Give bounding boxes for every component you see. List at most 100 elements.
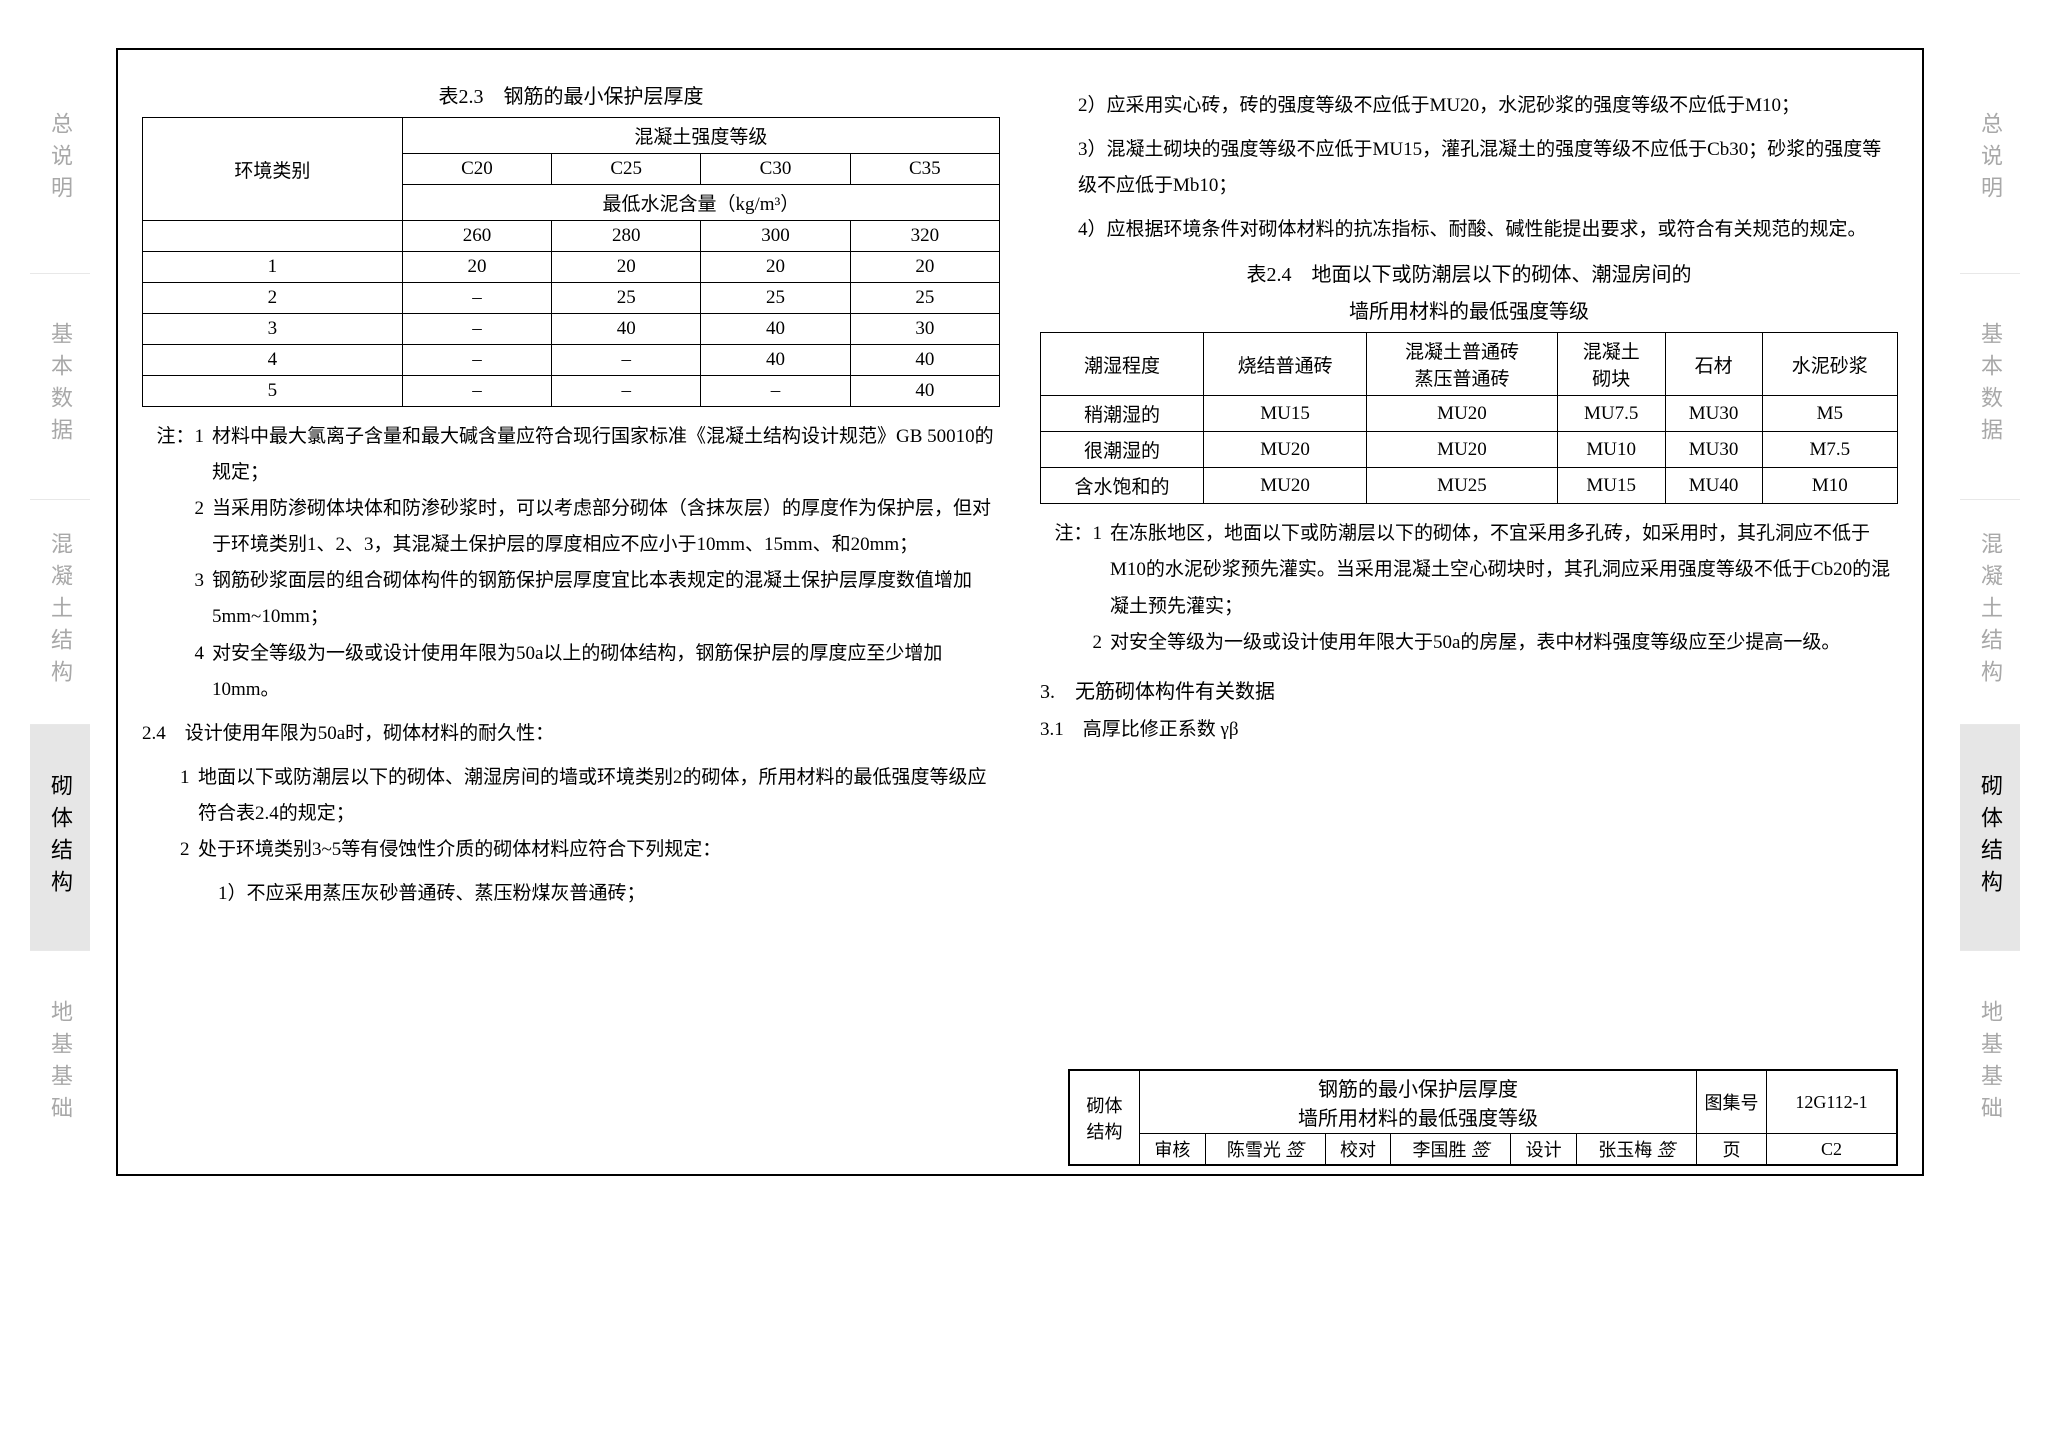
table-cell: 含水饱和的 [1041,468,1204,504]
table-cell: 25 [552,283,701,314]
header-grade: 混凝土强度等级 [402,118,999,154]
note-text: 对安全等级为一级或设计使用年限为50a以上的砌体结构，钢筋保护层的厚度应至少增加… [212,636,1000,708]
cement-0: 260 [402,221,551,252]
approve-label: 审核 [1140,1134,1206,1165]
note-label: 注：1 [1040,516,1110,624]
check-label: 校对 [1325,1134,1391,1165]
table-cell: 30 [850,314,999,345]
note-label: 3 [142,563,212,635]
item-text: 处于环境类别3~5等有侵蚀性介质的砌体材料应符合下列规定： [198,832,1000,868]
table-cell: MU15 [1557,468,1665,504]
table-cell: MU25 [1367,468,1558,504]
table-cell: 20 [850,252,999,283]
note-text: 材料中最大氯离子含量和最大碱含量应符合现行国家标准《混凝土结构设计规范》GB 5… [212,419,1000,491]
note-label: 4 [142,636,212,708]
table-cell: MU15 [1204,396,1367,432]
header-cement: 最低水泥含量（kg/m³） [402,185,999,221]
table-cell: – [402,283,551,314]
table-cell: 3 [143,314,403,345]
table-24: 潮湿程度烧结普通砖混凝土普通砖 蒸压普通砖混凝土 砌块石材水泥砂浆 稍潮湿的MU… [1040,332,1898,504]
table-cell: 5 [143,376,403,407]
table-cell: 很潮湿的 [1041,432,1204,468]
note-text: 当采用防渗砌体块体和防渗砂浆时，可以考虑部分砌体（含抹灰层）的厚度作为保护层，但… [212,491,1000,563]
page-label: 页 [1697,1134,1767,1165]
table-cell: 稍潮湿的 [1041,396,1204,432]
table-cell: MU30 [1665,396,1762,432]
tab-basicdata-r[interactable]: 基本数据 [1960,274,2020,500]
cement-3: 320 [850,221,999,252]
tab-concrete-r[interactable]: 混凝土结构 [1960,500,2020,726]
item-num: 1 [142,760,198,832]
table-cell: 2 [143,283,403,314]
table-cell: MU7.5 [1557,396,1665,432]
cement-2: 300 [701,221,850,252]
note-text: 钢筋砂浆面层的组合砌体构件的钢筋保护层厚度宜比本表规定的混凝土保护层厚度数值增加… [212,563,1000,635]
footer-cat: 砌体 结构 [1070,1071,1140,1165]
tab-concrete[interactable]: 混凝土结构 [30,500,90,726]
section-31: 3.1 高厚比修正系数 γβ [1040,712,1898,748]
section-3: 3. 无筋砌体构件有关数据 [1040,675,1898,704]
table23-title: 表2.3 钢筋的最小保护层厚度 [142,80,1000,109]
left-nav-tabs: 总说明 基本数据 混凝土结构 砌体结构 地基基础 [30,48,90,1176]
table-cell: – [552,345,701,376]
note-label: 2 [1040,625,1110,661]
note-label: 2 [142,491,212,563]
item-text: 地面以下或防潮层以下的砌体、潮湿房间的墙或环境类别2的砌体，所用材料的最低强度等… [198,760,1000,832]
tab-masonry-r[interactable]: 砌体结构 [1960,725,2020,951]
c20: C20 [402,154,551,185]
tab-overview[interactable]: 总说明 [30,48,90,274]
table-cell: – [402,345,551,376]
tab-overview-r[interactable]: 总说明 [1960,48,2020,274]
table-cell: MU20 [1367,432,1558,468]
table-header: 石材 [1665,333,1762,396]
footer-codelabel: 图集号 [1697,1071,1767,1134]
table-header: 烧结普通砖 [1204,333,1367,396]
table-cell: 20 [402,252,551,283]
design-name: 张玉梅 签 [1576,1134,1696,1165]
tab-foundation[interactable]: 地基基础 [30,951,90,1176]
tab-masonry[interactable]: 砌体结构 [30,725,90,951]
tab-foundation-r[interactable]: 地基基础 [1960,951,2020,1176]
table-cell: MU20 [1367,396,1558,432]
env-label: 环境类别 [143,118,403,221]
footer-code: 12G112-1 [1767,1071,1897,1134]
sec24-sub-2: 2）应采用实心砖，砖的强度等级不应低于MU20，水泥砂浆的强度等级不应低于M10… [1040,88,1898,124]
table-cell: – [402,314,551,345]
table-23: 环境类别 混凝土强度等级 C20 C25 C30 C35 最低水泥含量（kg/m… [142,117,1000,407]
table-header: 潮湿程度 [1041,333,1204,396]
table-cell: M5 [1762,396,1897,432]
table-cell: 20 [701,252,850,283]
section-24-title: 2.4 设计使用年限为50a时，砌体材料的耐久性： [142,716,1000,752]
table-cell: MU20 [1204,432,1367,468]
blank [143,221,403,252]
table-header: 混凝土普通砖 蒸压普通砖 [1367,333,1558,396]
right-nav-tabs: 总说明 基本数据 混凝土结构 砌体结构 地基基础 [1960,48,2020,1176]
footer-titleblock: 砌体 结构 钢筋的最小保护层厚度 墙所用材料的最低强度等级 图集号 12G112… [1068,1069,1898,1166]
notes-23: 注：1材料中最大氯离子含量和最大碱含量应符合现行国家标准《混凝土结构设计规范》G… [142,419,1000,708]
page-frame: 表2.3 钢筋的最小保护层厚度 环境类别 混凝土强度等级 C20 C25 C30… [116,48,1924,1176]
table-cell: 4 [143,345,403,376]
table-cell: – [701,376,850,407]
tab-basicdata[interactable]: 基本数据 [30,274,90,500]
table-cell: 40 [850,376,999,407]
table-cell: MU40 [1665,468,1762,504]
right-column: 2）应采用实心砖，砖的强度等级不应低于MU20，水泥砂浆的强度等级不应低于M10… [1040,80,1898,1084]
table-cell: 40 [701,345,850,376]
table-cell: 25 [850,283,999,314]
section-24-items: 1地面以下或防潮层以下的砌体、潮湿房间的墙或环境类别2的砌体，所用材料的最低强度… [142,760,1000,868]
notes-24: 注：1在冻胀地区，地面以下或防潮层以下的砌体，不宜采用多孔砖，如采用时，其孔洞应… [1040,516,1898,660]
sec24-sub-4: 4）应根据环境条件对砌体材料的抗冻指标、耐酸、碱性能提出要求，或符合有关规范的规… [1040,212,1898,248]
page-num: C2 [1767,1134,1897,1165]
table-header: 混凝土 砌块 [1557,333,1665,396]
left-column: 表2.3 钢筋的最小保护层厚度 环境类别 混凝土强度等级 C20 C25 C30… [142,80,1000,1084]
table-cell: M10 [1762,468,1897,504]
table-header: 水泥砂浆 [1762,333,1897,396]
table-cell: 40 [552,314,701,345]
table-cell: MU30 [1665,432,1762,468]
table24-title1: 表2.4 地面以下或防潮层以下的砌体、潮湿房间的 [1040,258,1898,287]
approve-name: 陈雪光 签 [1205,1134,1325,1165]
table-cell: M7.5 [1762,432,1897,468]
table-cell: 1 [143,252,403,283]
table-cell: MU20 [1204,468,1367,504]
design-label: 设计 [1511,1134,1577,1165]
